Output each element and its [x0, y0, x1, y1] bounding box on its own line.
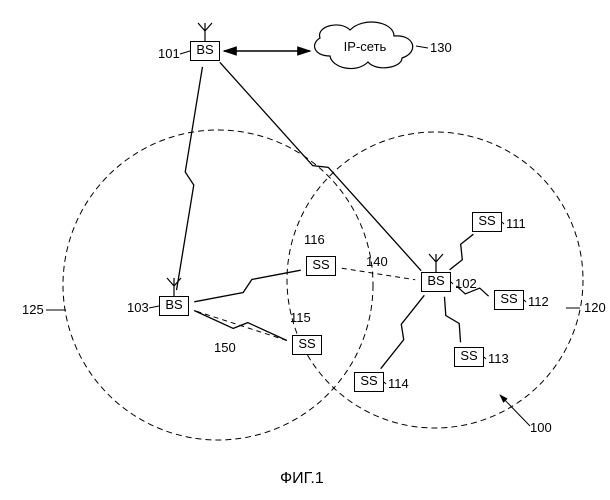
label-100: 100	[530, 420, 552, 435]
bs-101-text: BS	[196, 42, 213, 57]
label-140: 140	[366, 254, 388, 269]
label-113: 113	[488, 351, 509, 366]
ss-114-text: SS	[360, 373, 377, 388]
diagram-svg: IP-сеть	[0, 0, 610, 500]
ss-111-box: SS	[472, 212, 502, 232]
ss-113-text: SS	[460, 348, 477, 363]
bs-101-box: BS	[190, 41, 220, 61]
label-114: 114	[388, 376, 409, 391]
bs-102-box: BS	[421, 272, 451, 292]
ss-114-box: SS	[354, 372, 384, 392]
ss-113-box: SS	[454, 347, 484, 367]
bs-102-text: BS	[427, 273, 444, 288]
label-130: 130	[430, 40, 452, 55]
label-150: 150	[214, 340, 236, 355]
label-115: 115	[290, 310, 311, 325]
label-112: 112	[528, 294, 549, 309]
ss-112-box: SS	[494, 290, 524, 310]
ss-112-text: SS	[500, 291, 517, 306]
svg-text:IP-сеть: IP-сеть	[344, 39, 387, 54]
label-102: 102	[455, 276, 477, 291]
label-125: 125	[22, 302, 44, 317]
bs-103-text: BS	[165, 297, 182, 312]
figure-label: ФИГ.1	[280, 470, 324, 488]
ss-116-text: SS	[312, 257, 329, 272]
label-103: 103	[127, 300, 149, 315]
label-120: 120	[584, 300, 606, 315]
bs-103-box: BS	[159, 296, 189, 316]
ss-115-text: SS	[298, 336, 315, 351]
label-111: 111	[506, 216, 526, 231]
label-116: 116	[304, 232, 325, 247]
diagram-canvas: IP-сеть BS BS BS SS SS SS SS SS SS 101 1…	[0, 0, 610, 500]
label-101: 101	[158, 46, 180, 61]
ss-116-box: SS	[306, 256, 336, 276]
ss-111-text: SS	[478, 213, 495, 228]
ss-115-box: SS	[292, 335, 322, 355]
